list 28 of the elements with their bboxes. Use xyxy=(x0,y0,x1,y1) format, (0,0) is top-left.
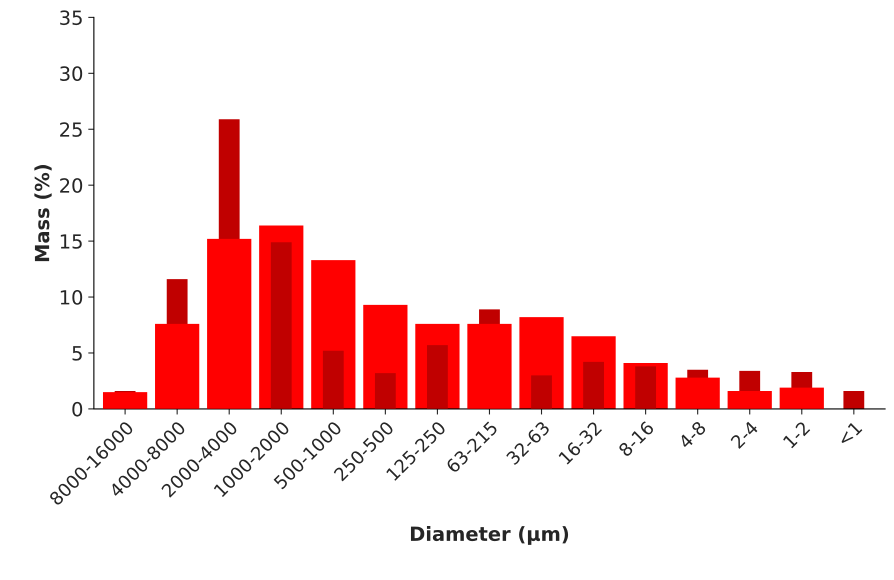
x-tick-label: <1 xyxy=(836,420,862,446)
y-tick-label: 25 xyxy=(60,122,82,137)
bar xyxy=(155,324,200,409)
y-tick-label: 20 xyxy=(60,178,82,193)
bar xyxy=(322,350,344,409)
y-tick-label: 5 xyxy=(72,346,82,361)
bar xyxy=(583,362,604,409)
bar xyxy=(531,375,552,409)
bar xyxy=(427,345,448,409)
y-tick-label: 10 xyxy=(60,290,82,305)
y-tick-label: 15 xyxy=(60,234,82,249)
y-axis-title: Mass (%) xyxy=(34,165,52,262)
x-axis-title: Diameter (µm) xyxy=(410,526,568,545)
x-tick-label: 1-2 xyxy=(782,420,810,448)
x-tick-label: 4-8 xyxy=(678,420,707,450)
x-tick-label: 2-4 xyxy=(730,420,759,449)
bar xyxy=(780,388,824,409)
y-tick-label: 35 xyxy=(60,10,82,26)
y-tick-label: 30 xyxy=(60,66,82,81)
bar xyxy=(467,324,512,409)
bar xyxy=(270,242,292,409)
bar xyxy=(676,378,720,409)
bar xyxy=(374,373,396,409)
bar xyxy=(635,366,656,409)
bar xyxy=(207,238,252,409)
bar xyxy=(843,391,864,409)
y-tick-label: 0 xyxy=(72,402,82,417)
bar xyxy=(728,391,772,409)
